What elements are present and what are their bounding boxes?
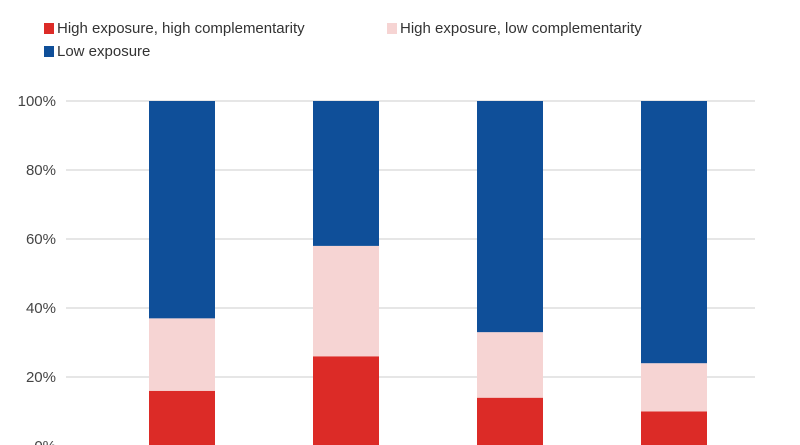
y-tick-label: 0%	[34, 438, 56, 445]
bar-segment	[477, 332, 543, 398]
bar-segment	[313, 245, 379, 357]
bar-segment	[477, 397, 543, 445]
legend-item: Low exposure	[44, 43, 150, 60]
y-tick-label: 20%	[26, 369, 56, 386]
legend-item: High exposure, high complementarity	[44, 20, 305, 37]
legend-label: Low exposure	[57, 43, 151, 60]
y-tick-label: 100%	[18, 93, 56, 110]
bar-segment	[641, 363, 707, 412]
legend-label: High exposure, low complementarity	[400, 20, 642, 37]
bar-segment	[313, 101, 379, 246]
bar-segment	[477, 101, 543, 333]
bar-segment	[313, 356, 379, 445]
legend-item: High exposure, low complementarity	[387, 20, 642, 37]
y-tick-label: 80%	[26, 162, 56, 179]
legend-swatch	[387, 23, 397, 34]
bar-segment	[641, 101, 707, 364]
legend-swatch	[44, 46, 54, 57]
y-tick-label: 60%	[26, 231, 56, 248]
legend-label: High exposure, high complementarity	[57, 20, 305, 37]
bar-segment	[149, 101, 215, 319]
legend-swatch	[44, 23, 54, 34]
y-tick-label: 40%	[26, 300, 56, 317]
bar-segment	[641, 411, 707, 445]
bar-segment	[149, 318, 215, 391]
bar-segment	[149, 390, 215, 445]
